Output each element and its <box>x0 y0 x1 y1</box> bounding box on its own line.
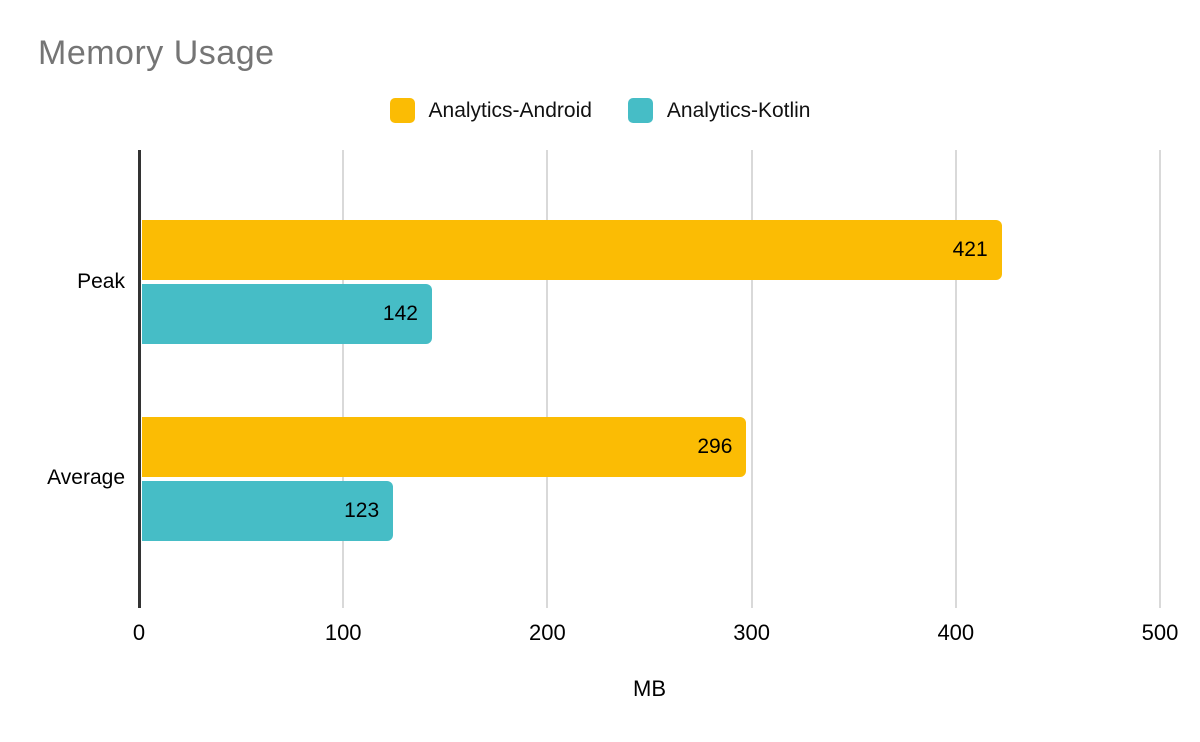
x-tick-label-300: 300 <box>733 620 770 645</box>
gridline-100 <box>342 150 345 608</box>
x-tick-label-200: 200 <box>529 620 566 645</box>
x-tick-label-500: 500 <box>1141 620 1179 645</box>
legend-label: Analytics-Kotlin <box>666 98 811 122</box>
x-axis-zero-line <box>138 150 141 608</box>
legend-label: Analytics-Android <box>428 98 592 122</box>
legend-swatch-icon <box>627 98 653 123</box>
chart-title: Memory Usage <box>38 34 275 72</box>
legend: Analytics-Android Analytics-Kotlin <box>0 98 1200 123</box>
legend-item-0: Analytics-Android <box>389 98 592 123</box>
plot-area: 421 142 296 123 <box>138 150 1161 608</box>
bar-value-label: 296 <box>697 435 733 458</box>
bar-value-label: 123 <box>344 499 380 522</box>
legend-swatch-icon <box>389 98 415 123</box>
bar-analytics-android-average: 296 <box>142 417 747 477</box>
gridline-300 <box>750 150 753 608</box>
bar-analytics-kotlin-average: 123 <box>142 481 394 541</box>
x-tick-label-400: 400 <box>937 620 975 645</box>
category-label-average: Average <box>47 466 125 489</box>
gridline-500 <box>1159 150 1161 608</box>
gridline-200 <box>546 150 549 608</box>
gridline-400 <box>954 150 957 608</box>
bar-value-label: 142 <box>382 302 418 325</box>
category-label-peak: Peak <box>77 270 125 293</box>
bar-value-label: 421 <box>952 238 988 261</box>
x-tick-label-0: 0 <box>132 620 146 645</box>
x-axis-title: MB <box>633 676 666 701</box>
bar-analytics-android-peak: 421 <box>142 220 1002 280</box>
bar-analytics-kotlin-peak: 142 <box>142 284 432 344</box>
x-tick-label-100: 100 <box>324 620 362 645</box>
legend-item-1: Analytics-Kotlin <box>627 98 811 123</box>
